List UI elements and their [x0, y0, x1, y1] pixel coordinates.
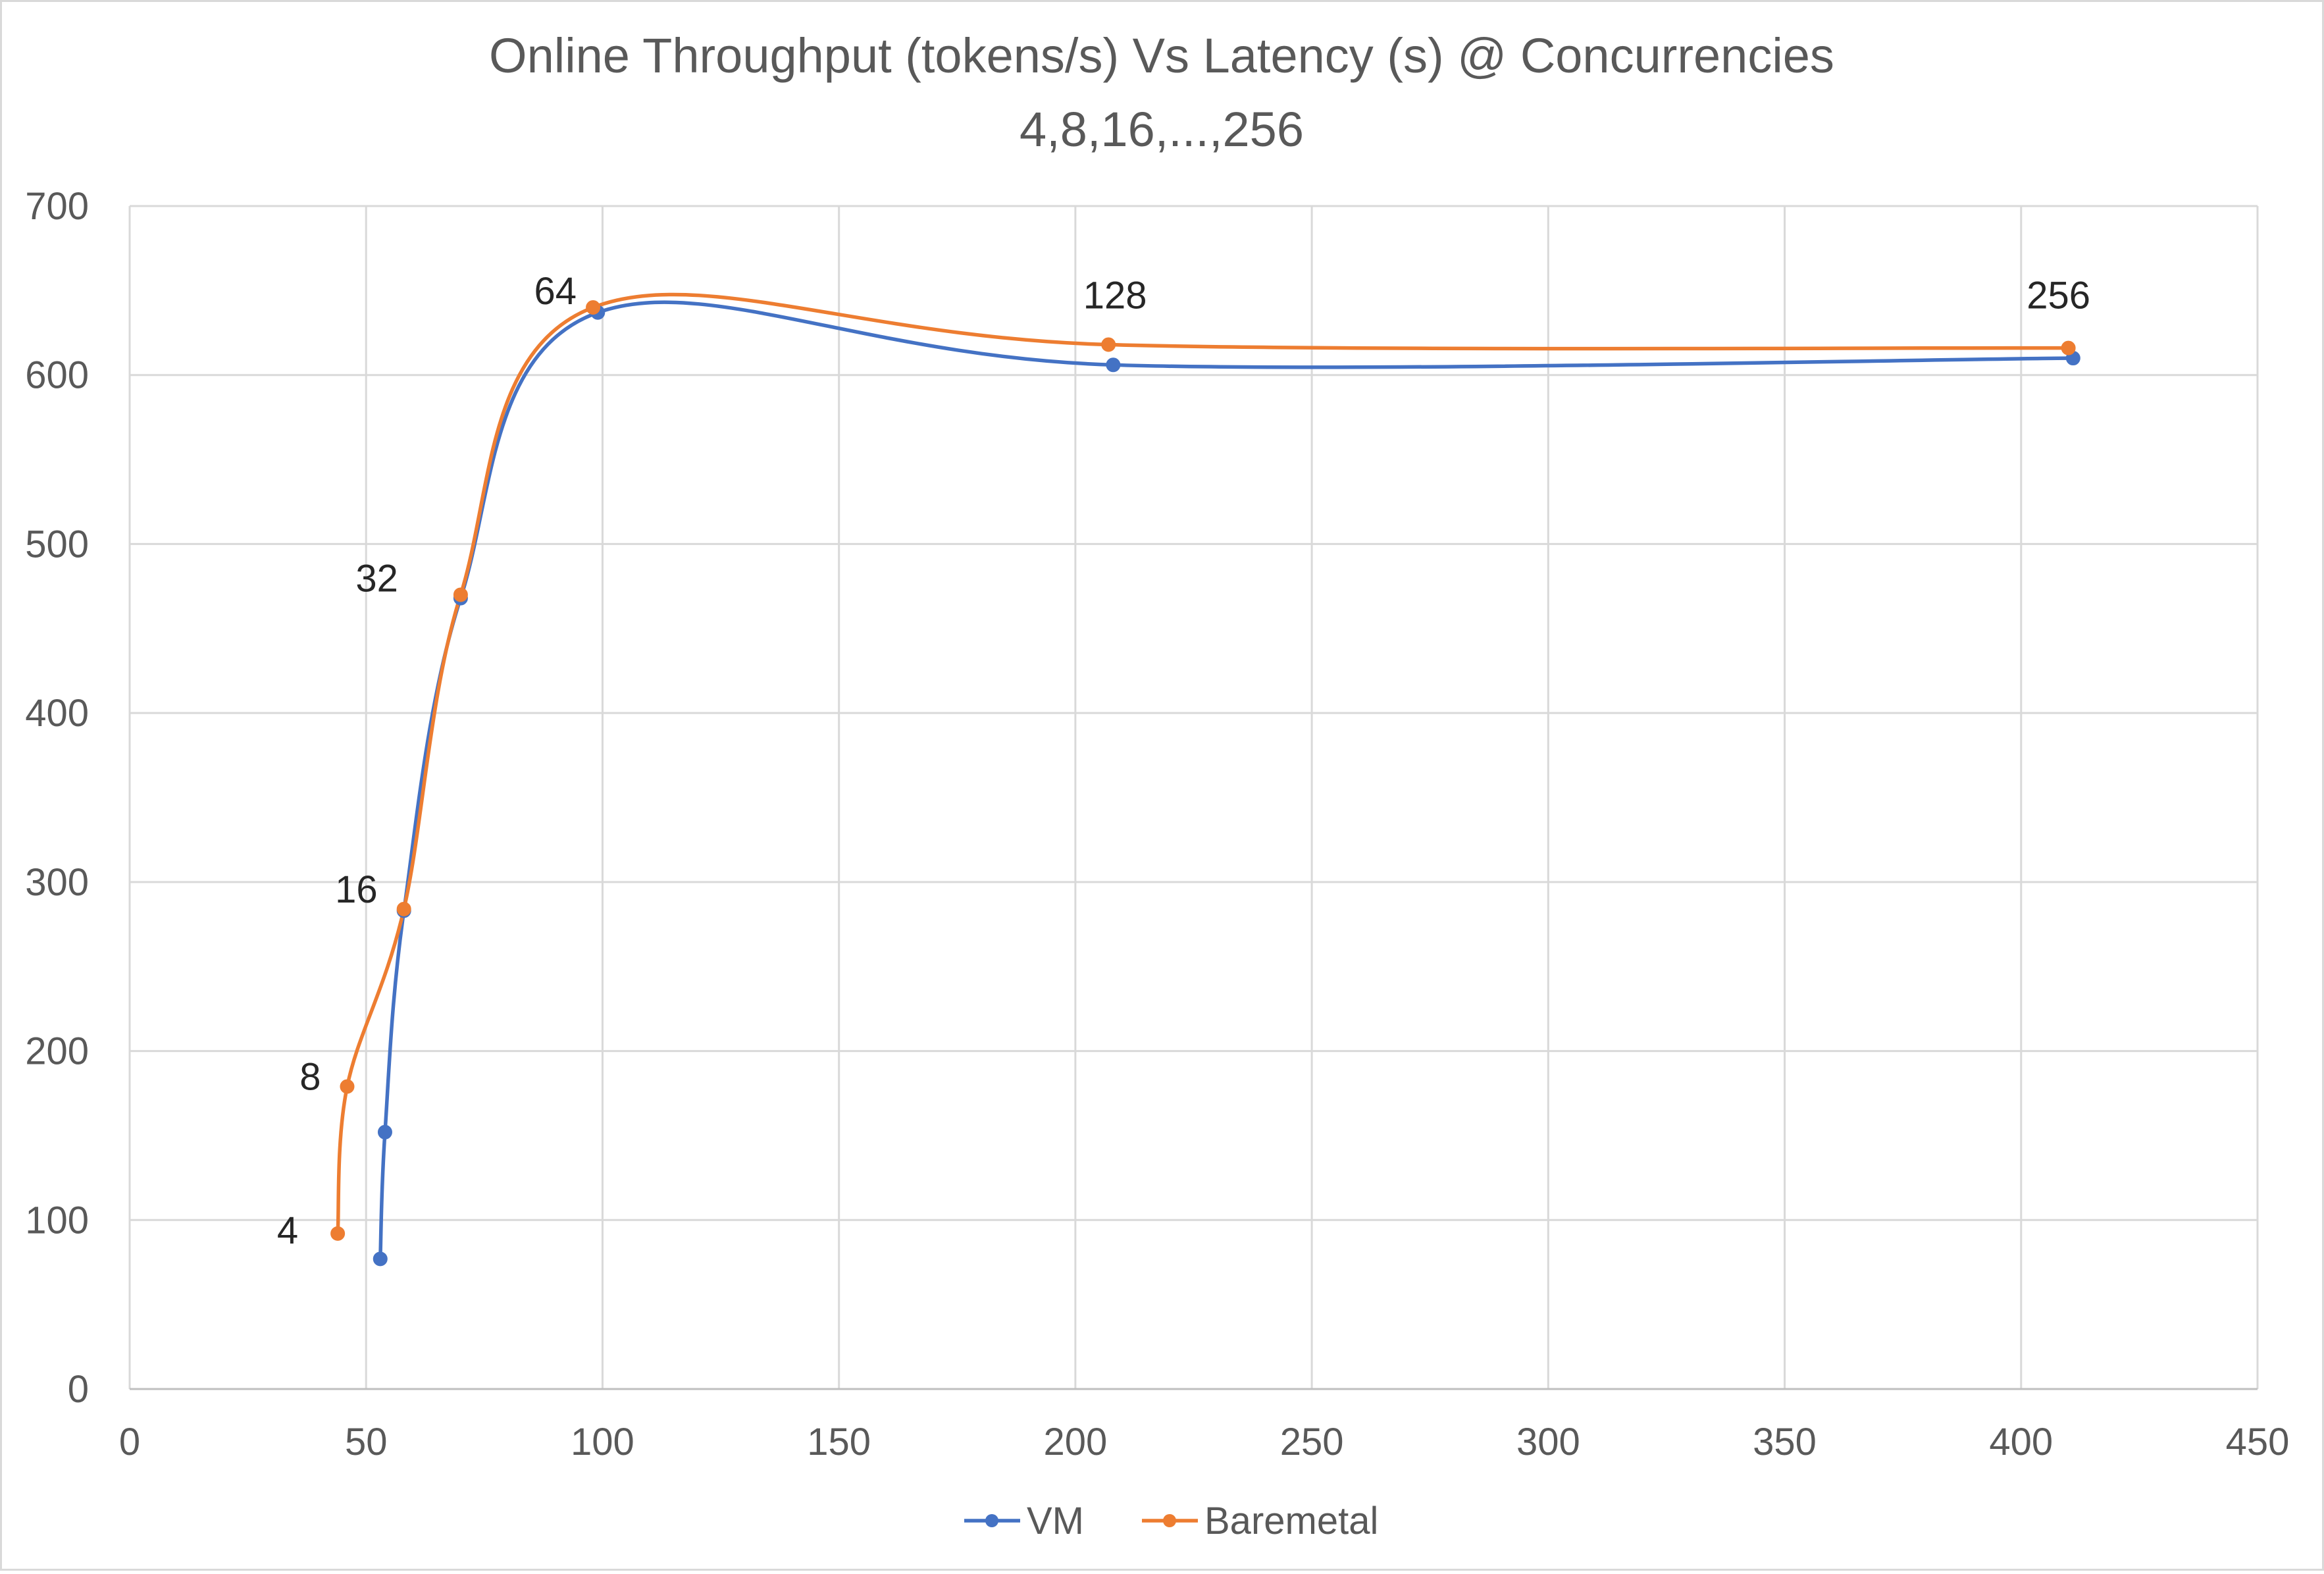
baremetal-series-line	[336, 292, 2069, 1234]
data-labels: 4 8 16 32 64 128 256	[277, 270, 2090, 1252]
y-tick-label: 100	[25, 1199, 89, 1242]
y-tick-label: 500	[25, 523, 89, 565]
baremetal-data-point	[340, 1079, 355, 1094]
baremetal-data-point	[2061, 340, 2076, 355]
y-tick-label: 400	[25, 692, 89, 735]
legend: VM Baremetal	[964, 1500, 1378, 1542]
concurrency-label: 256	[2027, 275, 2090, 317]
vm-legend-marker	[985, 1514, 998, 1527]
baremetal-data-point	[1101, 337, 1116, 352]
concurrency-label: 16	[335, 868, 378, 911]
vm-data-point	[1106, 357, 1121, 373]
y-tick-label: 700	[25, 185, 89, 228]
x-tick-label: 300	[1516, 1421, 1580, 1463]
x-tick-label: 250	[1280, 1421, 1344, 1463]
x-tick-label: 150	[807, 1421, 871, 1463]
series-markers	[330, 300, 2080, 1267]
axes: 0 50 100 150 200 250 300 350 400 4500100200300400…	[25, 185, 2289, 1463]
y-tick-label: 600	[25, 354, 89, 397]
x-tick-label: 450	[2226, 1421, 2290, 1463]
chart-subtitle: 4,8,16,...,256	[1020, 102, 1304, 157]
baremetal-data-point	[586, 300, 601, 315]
concurrency-label: 32	[355, 557, 398, 600]
concurrency-label: 64	[534, 270, 577, 313]
x-tick-label: 350	[1753, 1421, 1817, 1463]
baremetal-legend-label: Baremetal	[1204, 1500, 1378, 1542]
concurrency-label: 128	[1083, 275, 1147, 317]
vm-data-point	[373, 1251, 388, 1267]
x-tick-label: 50	[345, 1421, 388, 1463]
x-tick-label: 100	[571, 1421, 634, 1463]
x-tick-label: 0	[119, 1421, 140, 1463]
x-tick-label: 200	[1043, 1421, 1107, 1463]
concurrency-label: 4	[277, 1209, 298, 1252]
baremetal-data-point	[453, 587, 468, 602]
baremetal-data-point	[330, 1226, 346, 1241]
y-tick-label: 300	[25, 861, 89, 904]
baremetal-legend-marker	[1163, 1514, 1176, 1527]
vm-data-point	[377, 1124, 392, 1140]
baremetal-data-point	[396, 901, 411, 916]
concurrency-label: 8	[299, 1055, 321, 1098]
y-tick-label: 200	[25, 1030, 89, 1073]
x-tick-label: 400	[1989, 1421, 2053, 1463]
series-lines	[336, 292, 2073, 1259]
y-tick-label: 0	[68, 1368, 89, 1411]
chart-title: Online Throughput (tokens/s) Vs Latency …	[489, 28, 1834, 83]
vm-legend-label: VM	[1027, 1500, 1084, 1542]
vm-series-line	[378, 300, 2073, 1259]
